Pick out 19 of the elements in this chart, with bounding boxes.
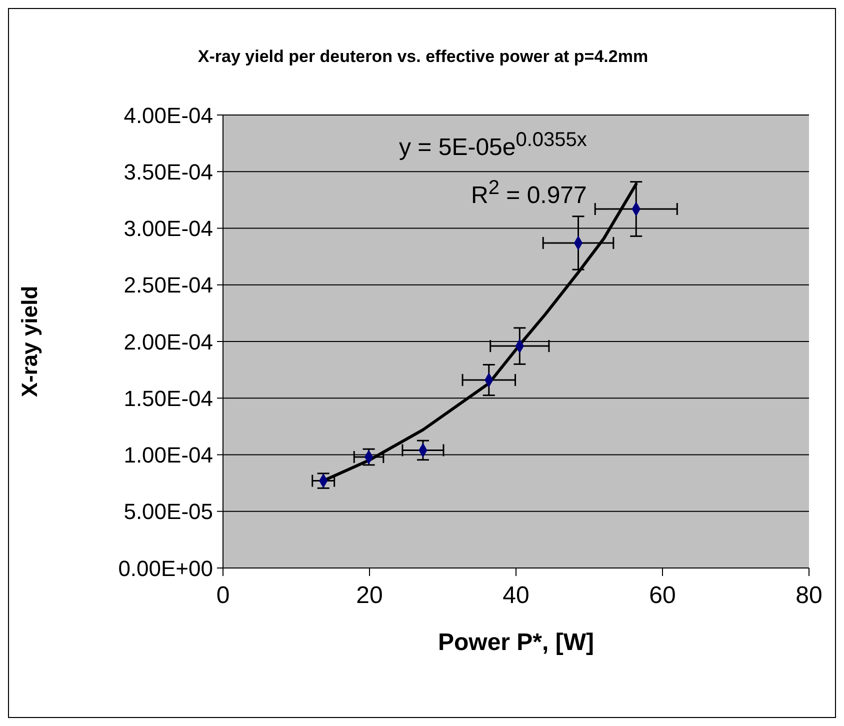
chart-title: X-ray yield per deuteron vs. effective power at p=4.2mm (196, 47, 650, 67)
y-tick-label: 1.50E-04 (124, 386, 213, 411)
y-axis-title: X-ray yield (16, 286, 42, 398)
y-tick-label: 5.00E-05 (124, 499, 213, 524)
y-tick-label: 0.00E+00 (118, 556, 213, 581)
x-tick-label: 80 (796, 582, 822, 610)
annotation: R$^{2}$ = 0.977 (471, 177, 587, 210)
y-tick-label: 2.50E-04 (124, 272, 213, 298)
y-tick-label: 3.00E-04 (124, 216, 213, 242)
x-tick-label: 20 (356, 582, 383, 610)
y-tick-label: 4.00E-04 (124, 102, 213, 128)
x-axis-title: Power P*, [W] (438, 629, 594, 656)
annotation: y = 5E-05e$^{0.0355x}$ (399, 129, 587, 162)
x-tick-label: 60 (649, 582, 676, 610)
y-tick-label: 2.00E-04 (124, 329, 213, 354)
y-tick-label: 3.50E-04 (124, 159, 213, 184)
y-tick-label: 1.00E-04 (124, 442, 213, 468)
x-tick-label: 0 (216, 582, 230, 610)
x-tick-label: 40 (502, 582, 530, 610)
